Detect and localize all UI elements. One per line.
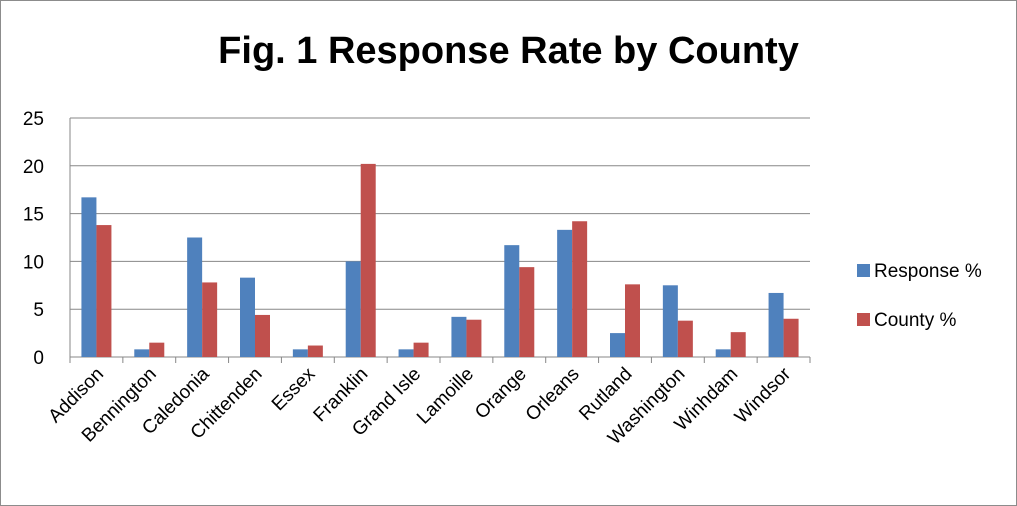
- bar: [625, 284, 640, 357]
- legend-label: County %: [874, 310, 956, 331]
- bar: [240, 277, 255, 357]
- bar: [715, 349, 731, 357]
- bar: [677, 320, 693, 357]
- bar: [730, 332, 746, 357]
- x-tick-label: Orleans: [522, 364, 584, 426]
- x-tick-label: Essex: [268, 363, 320, 415]
- y-tick-labels: 0 5 10 15 20 25: [23, 109, 44, 369]
- bar: [292, 349, 308, 357]
- bar: [149, 342, 165, 357]
- bar: [610, 333, 625, 357]
- legend-label: Response %: [874, 261, 982, 282]
- bar: [783, 318, 799, 357]
- y-tick-label: 5: [33, 300, 44, 321]
- x-tick-label: Orange: [471, 364, 531, 424]
- bar: [96, 225, 112, 357]
- y-tick-label: 10: [23, 252, 44, 273]
- bars: [81, 163, 799, 357]
- bar: [345, 261, 361, 357]
- bar: [81, 197, 97, 357]
- bar: [466, 319, 482, 357]
- bar: [307, 345, 323, 357]
- bar: [557, 229, 573, 357]
- bar: [572, 221, 588, 357]
- y-tick-label: 25: [23, 109, 44, 130]
- bar: [451, 316, 467, 357]
- y-tick-label: 20: [23, 157, 44, 178]
- legend: Response % County %: [857, 261, 982, 331]
- y-tick-label: 15: [23, 205, 44, 226]
- y-tick-label: 0: [33, 348, 44, 369]
- bar: [255, 314, 270, 357]
- legend-swatch: [857, 313, 870, 326]
- bar: [768, 292, 784, 357]
- chart-title: Fig. 1 Response Rate by County: [218, 30, 799, 72]
- bar: [187, 237, 203, 357]
- axes: [69, 118, 811, 363]
- x-tick-label: Lamoille: [413, 364, 478, 429]
- gridlines: [70, 117, 810, 310]
- bar: [662, 285, 678, 357]
- bar: [504, 245, 520, 357]
- bar: [413, 342, 429, 357]
- bar: [134, 349, 150, 357]
- bar: [519, 267, 535, 357]
- bar: [398, 349, 414, 357]
- x-tick-label: Windsor: [731, 363, 796, 428]
- bar: [360, 163, 376, 357]
- bar: [202, 282, 218, 357]
- legend-swatch: [857, 264, 870, 277]
